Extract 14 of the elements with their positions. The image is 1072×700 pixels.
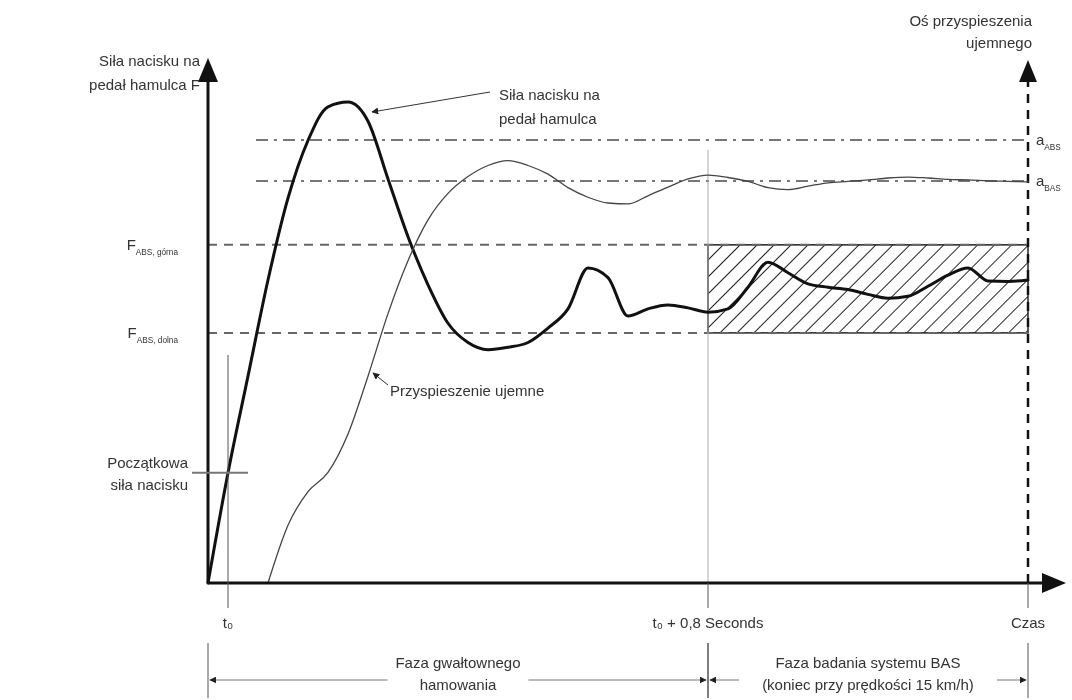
text: Faza badania systemu BAS (koniec przy prędkości 15 km/h) [762,654,974,693]
x-tick-label: Czas [1010,614,1046,631]
ref-line-label: F$_{ABS, dolna}$ [127,323,179,345]
x-tick-label: t₀ [222,614,234,631]
series-label: Przyspieszenie ujemne [390,382,545,399]
text: Siła nacisku na pedał hamulca [499,86,601,127]
annotation: Początkowa siła nacisku [107,453,189,493]
text: Faza gwałtownego hamowania [395,654,521,693]
y-axis-title: Siła nacisku na pedał hamulca F [89,52,201,93]
ref-line-label: F$_{ABS, górna}$ [126,235,179,257]
ref-line-label: a$_{ABS}$ [1036,131,1062,152]
ref-line-label: a$_{BAS}$ [1036,171,1062,193]
x-tick-label: t₀ + 0,8 Seconds [652,614,764,631]
y2-axis-title: Oś przyspieszenia ujemnego [909,12,1033,51]
